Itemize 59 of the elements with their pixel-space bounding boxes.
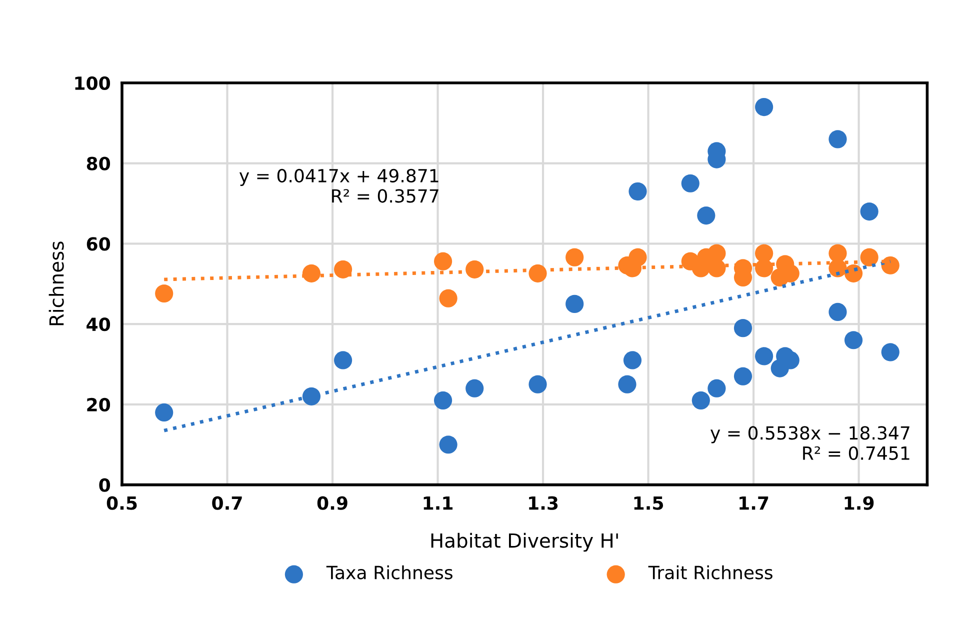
- point: [334, 351, 352, 370]
- point: [708, 259, 726, 278]
- x-tick-label: 1.9: [844, 496, 874, 510]
- x-tick-label: 1.1: [424, 496, 453, 510]
- x-tick-label: 1.5: [634, 496, 664, 510]
- x-tick-label: 0.5: [106, 496, 137, 510]
- point: [828, 130, 847, 148]
- point: [697, 206, 716, 225]
- point: [302, 387, 321, 406]
- point: [623, 351, 642, 370]
- point: [434, 391, 452, 410]
- point: [828, 302, 847, 322]
- point: [618, 375, 636, 394]
- y-tick-label: 60: [86, 237, 110, 251]
- y-axis-title: Richness: [48, 242, 64, 326]
- point: [860, 202, 878, 221]
- point: [628, 248, 647, 266]
- point: [566, 248, 584, 266]
- point: [155, 284, 174, 303]
- point: [628, 182, 647, 200]
- point: [734, 319, 752, 338]
- x-tick-label: 1.3: [529, 496, 558, 510]
- y-tick-label: 40: [86, 318, 110, 332]
- point: [528, 375, 547, 394]
- point: [439, 436, 458, 454]
- point: [755, 259, 774, 278]
- point: [302, 264, 321, 282]
- x-tick-label: 0.9: [317, 496, 348, 510]
- x-tick-label: 1.7: [740, 496, 768, 510]
- point: [528, 264, 547, 282]
- annotation: y = 0.5538x − 18.347 R² = 0.7451: [710, 426, 910, 460]
- point: [155, 403, 174, 422]
- point: [566, 294, 584, 314]
- point: [755, 244, 774, 262]
- annotation: y = 0.0417x + 49.871 R² = 0.3577: [239, 168, 438, 203]
- point: [466, 260, 484, 278]
- y-tick-label: 20: [87, 398, 110, 412]
- x-axis-title: Habitat Diversity H': [431, 532, 618, 552]
- point: [334, 260, 352, 278]
- point: [434, 252, 452, 270]
- y-tick-label: 0: [99, 478, 110, 492]
- point: [734, 367, 752, 386]
- legend-label: Trait Richness: [648, 565, 772, 580]
- point: [466, 379, 484, 398]
- x-tick-label: 0.7: [212, 496, 242, 510]
- point: [708, 379, 726, 398]
- point: [828, 244, 847, 262]
- y-tick-label: 80: [86, 156, 110, 170]
- point: [844, 331, 863, 350]
- y-tick-label: 100: [75, 76, 110, 90]
- point: [881, 343, 900, 362]
- legend-label: Taxa Richness: [326, 565, 452, 580]
- point: [755, 98, 774, 116]
- point: [439, 289, 458, 308]
- point: [881, 256, 900, 274]
- point: [681, 174, 700, 192]
- point: [692, 391, 710, 410]
- point: [708, 244, 726, 262]
- point: [755, 347, 774, 366]
